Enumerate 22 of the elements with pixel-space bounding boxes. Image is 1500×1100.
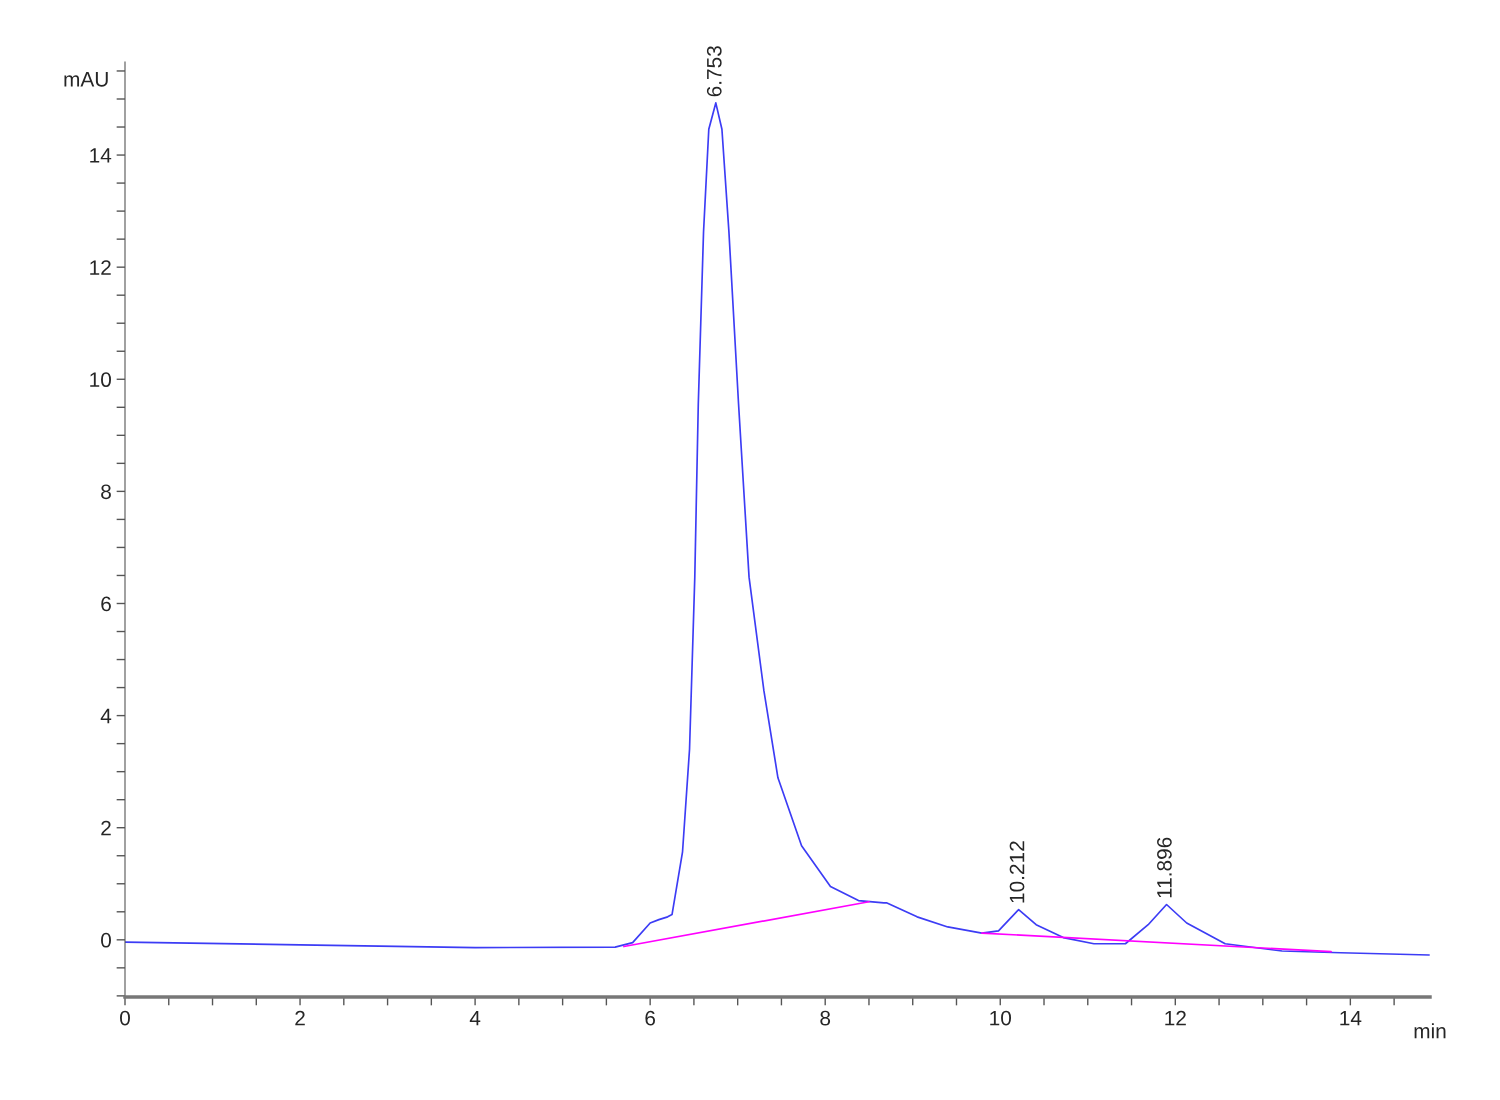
y-tick-label: 6 (101, 596, 111, 612)
x-tick-label: 2 (295, 1010, 305, 1026)
x-axis-title: min (1414, 1023, 1446, 1039)
x-tick-label: 12 (1165, 1010, 1186, 1026)
y-tick-label: 14 (90, 148, 112, 163)
x-tick-label: 14 (1340, 1010, 1362, 1026)
y-tick-label: 12 (90, 260, 111, 275)
y-tick-label: 10 (90, 372, 111, 388)
y-tick-label: 8 (101, 484, 111, 500)
line-series (125, 102, 1430, 956)
annotation: 10.212 (1009, 841, 1025, 903)
x-tick-label: 6 (645, 1010, 656, 1026)
x-tick-label: 10 (990, 1010, 1012, 1026)
y-axis-title: mAU (64, 72, 108, 87)
y-tick-label: 2 (101, 820, 111, 836)
annotation: 11.896 (1157, 837, 1172, 898)
x-tick-label: 4 (469, 1010, 481, 1026)
annotation: 6.753 (706, 46, 722, 97)
y-tick-label: 4 (100, 708, 112, 724)
x-tick-label: 8 (820, 1010, 831, 1026)
x-tick-label: 0 (120, 1010, 130, 1026)
y-tick-label: 0 (101, 932, 111, 948)
